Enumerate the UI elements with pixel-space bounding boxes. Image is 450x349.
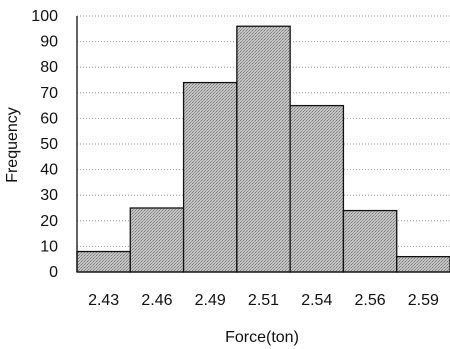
- bar-2.59: [396, 255, 450, 273]
- y-tick-label: 20: [40, 213, 58, 230]
- y-tick-labels: 0 10 20 30 40 50 60 70 80 90 100: [31, 8, 58, 281]
- y-tick-label: 80: [40, 59, 58, 76]
- y-tick-label: 0: [49, 264, 58, 281]
- y-tick-label: 60: [40, 110, 58, 127]
- x-tick-label: 2.51: [248, 292, 279, 309]
- bar-2.54: [289, 104, 345, 273]
- bar-2.56: [342, 209, 398, 273]
- bars: [76, 25, 450, 273]
- x-tick-label: 2.54: [301, 292, 332, 309]
- y-tick-label: 90: [40, 34, 58, 51]
- y-tick-label: 50: [40, 136, 58, 153]
- bar-2.51: [236, 25, 291, 273]
- y-tick-label: 100: [31, 8, 58, 25]
- x-tick-label: 2.59: [408, 292, 439, 309]
- x-tick-label: 2.56: [355, 292, 386, 309]
- x-tick-labels: 2.43 2.46 2.49 2.51 2.54 2.56 2.59: [88, 292, 439, 309]
- y-tick-label: 10: [40, 238, 58, 255]
- bar-2.43: [76, 250, 131, 273]
- y-tick-label: 30: [40, 187, 58, 204]
- x-axis-title: Force(ton): [225, 329, 299, 346]
- axes: [76, 16, 450, 273]
- bar-2.46: [129, 207, 185, 273]
- x-tick-label: 2.49: [195, 292, 226, 309]
- x-tick-label: 2.43: [88, 292, 119, 309]
- y-tick-label: 40: [40, 162, 58, 179]
- bar-2.49: [182, 81, 238, 273]
- y-tick-label: 70: [40, 85, 58, 102]
- x-tick-label: 2.46: [141, 292, 172, 309]
- y-axis-title: Frequency: [4, 107, 21, 183]
